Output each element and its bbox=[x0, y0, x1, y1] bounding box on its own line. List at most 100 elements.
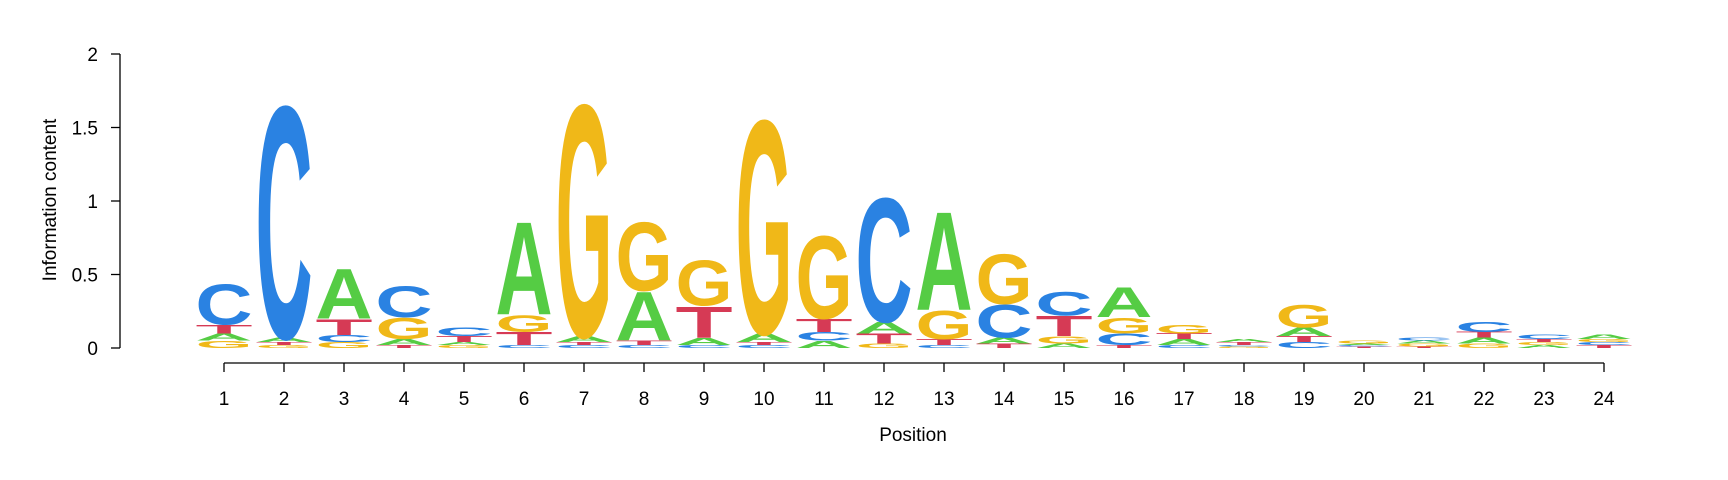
x-tick-label: 17 bbox=[1173, 389, 1194, 410]
logo-letter-T: T bbox=[1275, 335, 1332, 344]
logo-letter-G: G bbox=[496, 310, 553, 337]
svg-text:G: G bbox=[676, 246, 733, 320]
y-tick-label: 0.5 bbox=[72, 266, 98, 287]
svg-text:A: A bbox=[1095, 279, 1152, 327]
x-tick-label: 11 bbox=[814, 389, 834, 410]
svg-text:G: G bbox=[436, 344, 493, 349]
logo-letter-T: T bbox=[975, 343, 1032, 350]
logo-letter-T: T bbox=[1155, 332, 1212, 341]
logo-letter-T: T bbox=[1215, 341, 1272, 346]
logo-letter-T: T bbox=[1395, 346, 1452, 348]
logo-letter-G: G bbox=[376, 311, 433, 345]
svg-text:C: C bbox=[1395, 337, 1452, 342]
logo-letter-G: G bbox=[796, 211, 853, 343]
x-tick-label: 10 bbox=[753, 389, 774, 410]
logo-letter-A: A bbox=[915, 184, 972, 341]
svg-text:G: G bbox=[736, 57, 793, 400]
logo-letter-C: C bbox=[1215, 345, 1272, 347]
y-tick-label: 1 bbox=[87, 192, 98, 213]
logo-letter-G: G bbox=[1336, 340, 1393, 345]
x-tick-label: 9 bbox=[699, 389, 710, 410]
logo-letter-C: C bbox=[1275, 341, 1332, 350]
svg-text:C: C bbox=[315, 333, 372, 344]
logo-letter-A: A bbox=[1155, 338, 1212, 347]
svg-text:T: T bbox=[855, 331, 912, 347]
logo-letter-C: C bbox=[1575, 341, 1632, 346]
logo-letter-A: A bbox=[1275, 325, 1332, 339]
svg-text:T: T bbox=[315, 315, 372, 340]
svg-text:A: A bbox=[375, 338, 432, 347]
svg-text:T: T bbox=[675, 297, 732, 347]
svg-text:G: G bbox=[1396, 343, 1453, 348]
svg-text:T: T bbox=[1035, 310, 1092, 342]
logo-letter-G: G bbox=[1396, 343, 1453, 348]
svg-text:A: A bbox=[1035, 342, 1092, 349]
x-axis: 1 2 3 4 5 6 7 8 9 10 11 12 13 14 15 16 17 18 19 20 21 22 23 24 bbox=[219, 362, 1615, 410]
svg-text:A: A bbox=[1515, 344, 1572, 349]
y-tick-label: 1.5 bbox=[72, 119, 98, 140]
svg-text:T: T bbox=[495, 329, 552, 349]
logo-letter-A: A bbox=[1335, 343, 1392, 345]
svg-text:A: A bbox=[255, 337, 312, 344]
x-tick-label: 7 bbox=[579, 389, 590, 410]
logo-letter-G: G bbox=[1456, 342, 1513, 349]
logo-letter-T: T bbox=[1035, 310, 1092, 342]
svg-text:A: A bbox=[435, 341, 492, 346]
logo-letter-T: T bbox=[1515, 338, 1572, 343]
svg-text:A: A bbox=[735, 331, 792, 345]
logo-letter-A: A bbox=[1095, 279, 1152, 327]
svg-text:A: A bbox=[495, 195, 552, 343]
svg-text:A: A bbox=[915, 184, 972, 341]
logo-letter-T: T bbox=[495, 329, 552, 349]
logo-letter-A: A bbox=[1215, 338, 1272, 343]
svg-text:C: C bbox=[1035, 284, 1092, 323]
svg-text:C: C bbox=[855, 163, 912, 361]
x-tick-label: 18 bbox=[1233, 389, 1254, 410]
logo-letter-A: A bbox=[795, 339, 852, 350]
logo-letter-T: T bbox=[555, 341, 612, 346]
svg-text:G: G bbox=[196, 339, 253, 350]
logo-letter-G: G bbox=[1096, 313, 1153, 338]
x-tick-label: 19 bbox=[1293, 389, 1314, 410]
logo-letter-A: A bbox=[675, 336, 732, 347]
svg-text:G: G bbox=[1456, 342, 1513, 349]
svg-text:T: T bbox=[255, 341, 312, 346]
svg-text:T: T bbox=[1335, 346, 1392, 348]
svg-text:G: G bbox=[1036, 335, 1093, 346]
svg-text:C: C bbox=[975, 295, 1032, 348]
logo-letter-A: A bbox=[315, 254, 372, 334]
svg-text:A: A bbox=[315, 254, 372, 334]
y-axis: 0 0.5 1 1.5 2 bbox=[72, 45, 121, 360]
svg-text:C: C bbox=[915, 344, 972, 349]
svg-text:A: A bbox=[795, 339, 852, 350]
svg-text:G: G bbox=[856, 342, 913, 349]
svg-text:A: A bbox=[615, 278, 672, 355]
y-tick-label: 0 bbox=[87, 339, 98, 360]
logo-letter-C: C bbox=[915, 344, 972, 349]
svg-text:T: T bbox=[795, 315, 852, 335]
svg-text:A: A bbox=[195, 331, 252, 342]
svg-text:G: G bbox=[1216, 346, 1273, 348]
logo-letter-G: G bbox=[616, 203, 673, 312]
svg-text:G: G bbox=[916, 302, 973, 348]
svg-text:G: G bbox=[1096, 313, 1153, 338]
logo-letter-T: T bbox=[735, 341, 792, 346]
svg-text:T: T bbox=[615, 340, 672, 347]
logo-letter-T: T bbox=[375, 344, 432, 349]
svg-text:C: C bbox=[555, 344, 612, 349]
svg-text:C: C bbox=[675, 344, 732, 349]
logo-letter-G: G bbox=[1576, 338, 1633, 343]
logo-letter-C: C bbox=[1035, 284, 1092, 323]
logo-letter-T: T bbox=[855, 331, 912, 347]
logo-letter-C: C bbox=[735, 344, 792, 349]
svg-text:T: T bbox=[1515, 338, 1572, 343]
svg-text:G: G bbox=[616, 203, 673, 312]
logo-letter-T: T bbox=[255, 341, 312, 346]
logo-letter-A: A bbox=[975, 336, 1032, 345]
svg-text:G: G bbox=[1516, 341, 1573, 346]
svg-text:C: C bbox=[255, 38, 312, 409]
svg-text:T: T bbox=[1155, 332, 1212, 341]
logo-letter-A: A bbox=[195, 331, 252, 342]
svg-text:T: T bbox=[975, 343, 1032, 350]
